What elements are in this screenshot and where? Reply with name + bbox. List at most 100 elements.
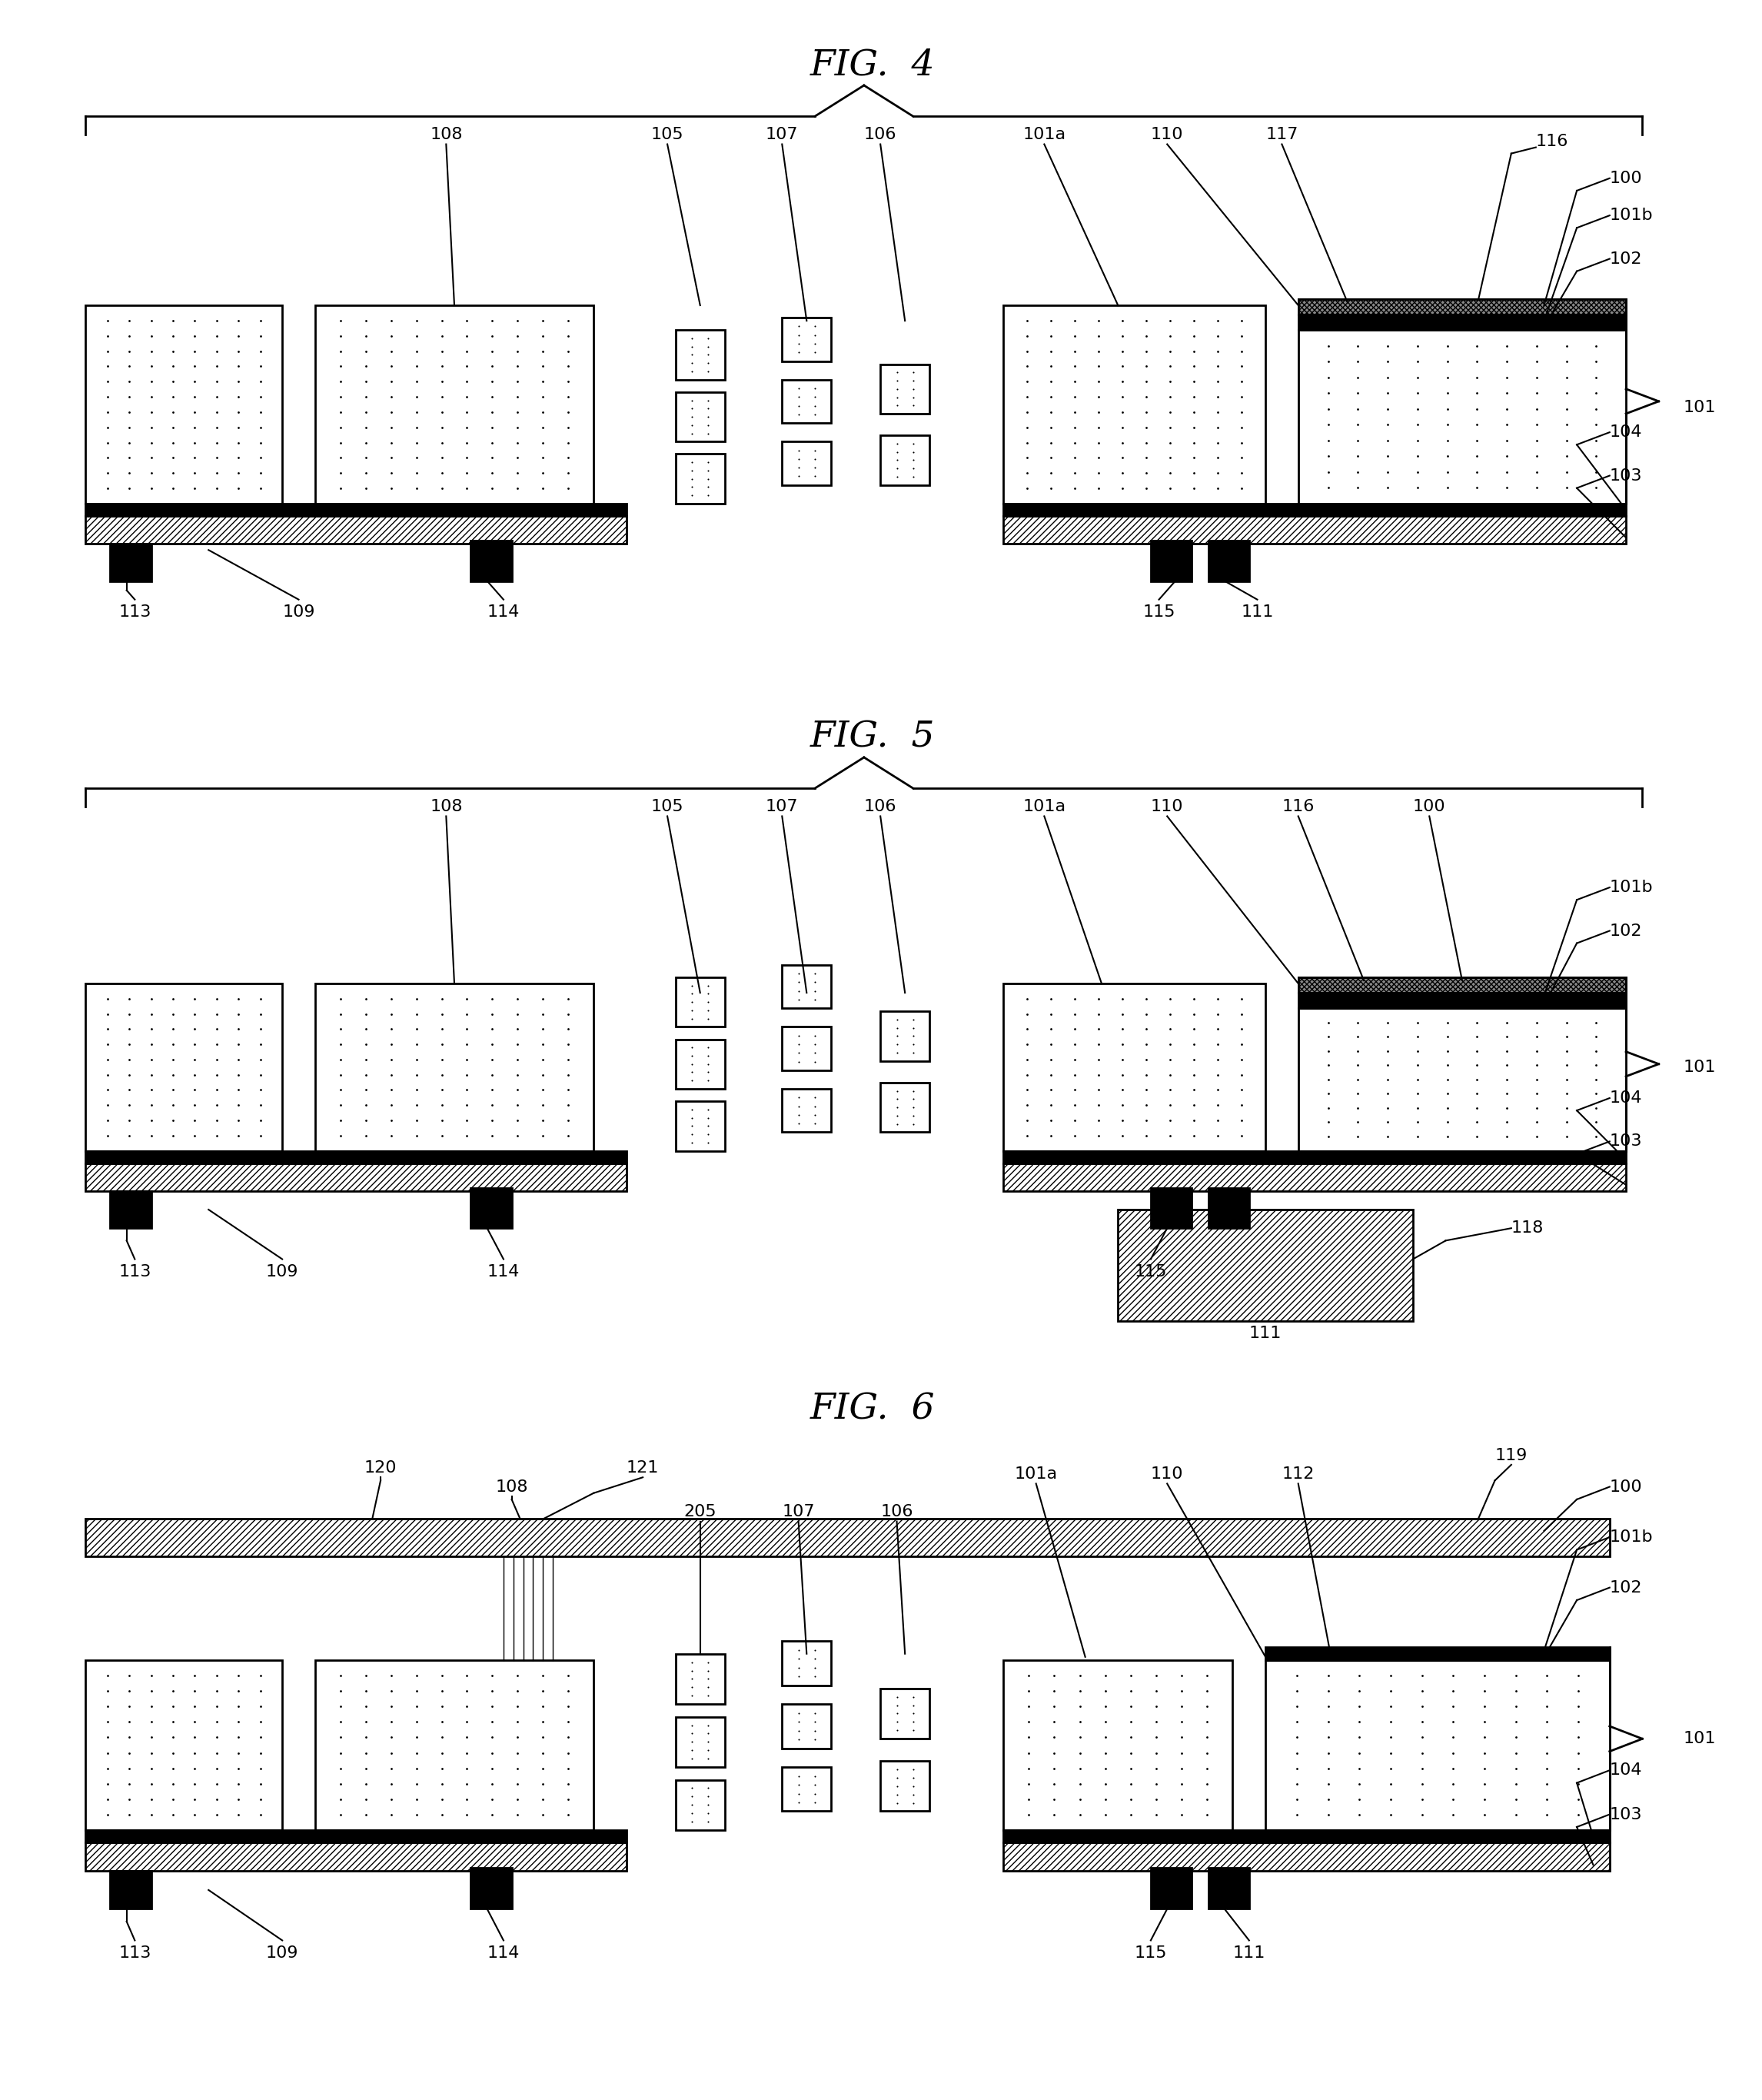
Bar [1151, 1869, 1191, 1909]
Text: 109: 109 [282, 605, 315, 620]
Text: 118: 118 [1512, 1220, 1544, 1237]
Bar [315, 304, 594, 504]
Text: 111: 111 [1233, 1945, 1265, 1961]
Text: 108: 108 [430, 800, 462, 815]
Bar [1299, 330, 1626, 504]
Text: 111: 111 [1240, 605, 1274, 620]
Bar [1003, 304, 1265, 504]
Text: 103: 103 [1610, 1806, 1642, 1823]
Text: 114: 114 [488, 605, 520, 620]
Text: 105: 105 [650, 800, 684, 815]
Bar [1209, 540, 1249, 582]
Bar [782, 1088, 832, 1132]
Bar [86, 304, 282, 504]
Bar [881, 1084, 930, 1132]
Text: 113: 113 [118, 605, 152, 620]
Bar [675, 1781, 724, 1831]
Bar [315, 1659, 594, 1831]
Text: 101b: 101b [1610, 880, 1653, 895]
Text: FIG.  5: FIG. 5 [811, 720, 934, 756]
Bar [86, 1151, 627, 1163]
Text: 109: 109 [266, 1264, 298, 1279]
Bar [1265, 1659, 1610, 1831]
Text: 108: 108 [430, 128, 462, 143]
Bar [1299, 976, 1626, 993]
Bar [470, 1869, 511, 1909]
Bar [782, 964, 832, 1008]
Bar [1151, 540, 1191, 582]
Bar [470, 540, 511, 582]
Text: 107: 107 [766, 800, 798, 815]
Bar [782, 1768, 832, 1810]
Text: 101a: 101a [1015, 1466, 1057, 1483]
Text: 106: 106 [881, 1504, 913, 1520]
Bar [1299, 993, 1626, 1008]
Text: 100: 100 [1413, 800, 1445, 815]
Bar [1265, 1646, 1610, 1659]
Bar [675, 1718, 724, 1768]
Bar [86, 1163, 627, 1191]
Text: 109: 109 [266, 1945, 298, 1961]
Text: 115: 115 [1135, 1945, 1166, 1961]
Text: 100: 100 [1610, 170, 1642, 187]
Text: 113: 113 [118, 1264, 152, 1279]
Text: 110: 110 [1151, 128, 1184, 143]
Bar [782, 1705, 832, 1747]
Bar [86, 983, 282, 1151]
Text: 116: 116 [1536, 134, 1568, 149]
Text: 121: 121 [627, 1460, 659, 1476]
Text: 106: 106 [863, 128, 897, 143]
Text: 107: 107 [766, 128, 798, 143]
Bar [881, 1760, 930, 1810]
Text: 101: 101 [1683, 399, 1716, 416]
Text: 107: 107 [782, 1504, 814, 1520]
Text: 105: 105 [650, 128, 684, 143]
Bar [782, 1027, 832, 1071]
Text: 116: 116 [1283, 800, 1314, 815]
Bar [675, 454, 724, 504]
Bar [1299, 298, 1626, 315]
Text: 113: 113 [118, 1945, 152, 1961]
Bar [881, 1688, 930, 1739]
Bar [675, 976, 724, 1027]
Bar [86, 517, 627, 544]
Bar [86, 504, 627, 517]
Bar [881, 1012, 930, 1060]
Text: 120: 120 [365, 1460, 396, 1476]
Bar [1003, 1829, 1610, 1844]
Bar [111, 1191, 152, 1228]
Bar [1151, 1189, 1191, 1228]
Text: 111: 111 [1249, 1325, 1281, 1342]
Bar [470, 1189, 511, 1228]
Bar [1003, 1844, 1610, 1871]
Bar [1299, 1008, 1626, 1151]
Bar [675, 330, 724, 380]
Text: 114: 114 [488, 1945, 520, 1961]
Bar [1299, 315, 1626, 330]
Bar [1119, 1210, 1413, 1321]
Bar [1209, 1189, 1249, 1228]
Bar [111, 1871, 152, 1909]
Bar [675, 1040, 724, 1088]
Bar [1003, 517, 1626, 544]
Text: 112: 112 [1283, 1466, 1314, 1483]
Bar [86, 1844, 627, 1871]
Text: 104: 104 [1610, 424, 1642, 441]
Bar [782, 380, 832, 422]
Bar [881, 435, 930, 485]
Bar [675, 393, 724, 441]
Bar [782, 1642, 832, 1684]
Text: 205: 205 [684, 1504, 717, 1520]
Bar [675, 1655, 724, 1705]
Text: 101b: 101b [1610, 1529, 1653, 1546]
Text: 102: 102 [1610, 252, 1642, 267]
Bar [881, 363, 930, 414]
Bar [1003, 504, 1626, 517]
Bar [782, 441, 832, 485]
Text: 106: 106 [863, 800, 897, 815]
Text: 101a: 101a [1022, 800, 1066, 815]
Bar [111, 544, 152, 582]
Bar [1003, 1163, 1626, 1191]
Text: 101: 101 [1683, 1058, 1716, 1075]
Text: 110: 110 [1151, 800, 1184, 815]
